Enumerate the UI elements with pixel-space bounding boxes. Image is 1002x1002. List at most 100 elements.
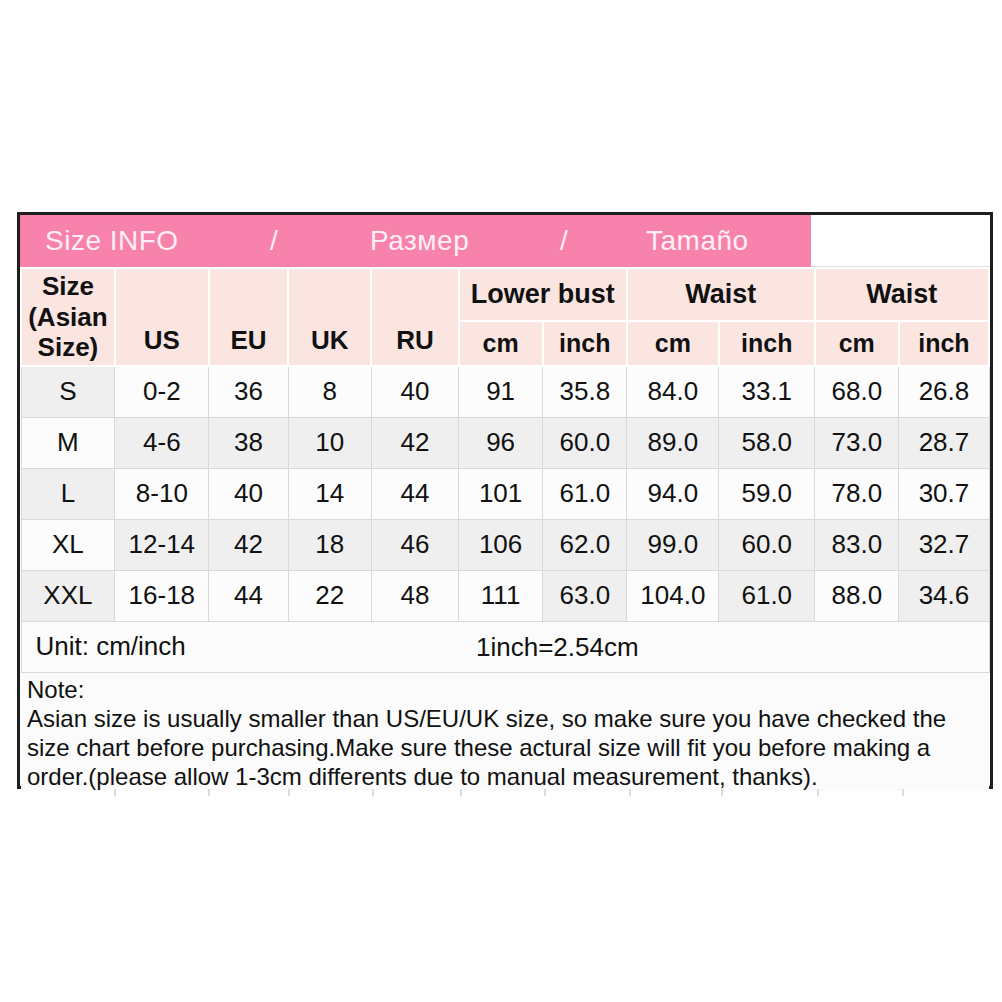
note-title: Note: [27,675,982,704]
tick-mark [544,789,546,796]
col-header-uk: UK [288,268,371,366]
cell: 88.0 [815,570,899,621]
corner-header-asian-size: Size (Asian Size) [21,268,115,366]
size-label: S [21,366,115,417]
conversion-label: 1inch=2.54cm [476,631,639,662]
tick-mark [629,789,631,796]
unit-header-cm-2: cm [627,321,719,366]
cell: 4-6 [115,417,209,468]
unit-header-inch-3: inch [899,321,989,366]
cell: 33.1 [719,366,815,417]
unit-header-cm-1: cm [459,321,543,366]
cell: 42 [371,417,458,468]
note-body: Asian size is usually smaller than US/EU… [27,704,982,791]
tick-mark [114,789,116,796]
cell: 16-18 [115,570,209,621]
unit-info-row: Unit: cm/inch 1inch=2.54cm [21,621,989,672]
cell: 106 [459,519,543,570]
banner-row: Size INFO / Размер / Tamaño [20,215,990,267]
unit-info-cell: Unit: cm/inch 1inch=2.54cm [21,621,989,672]
unit-header-inch-2: inch [719,321,815,366]
unit-label: Unit: cm/inch [36,631,186,661]
cell: 38 [209,417,288,468]
col-header-ru: RU [371,268,458,366]
cell: 78.0 [815,468,899,519]
cell: 46 [371,519,458,570]
note-cell: Note: Asian size is usually smaller than… [21,672,989,791]
cell: 73.0 [815,417,899,468]
group-header-lower-bust: Lower bust [459,268,627,321]
table-row-l: L 8-10 40 14 44 101 61.0 94.0 59.0 78.0 … [21,468,989,519]
cell: 12-14 [115,519,209,570]
cell: 34.6 [899,570,989,621]
cell: 0-2 [115,366,209,417]
cell: 22 [288,570,371,621]
banner-separator-2: / [560,225,568,257]
cell: 40 [209,468,288,519]
banner-separator-1: / [270,225,278,257]
banner-blank-area [811,215,990,267]
cell: 18 [288,519,371,570]
cell: 48 [371,570,458,621]
table-row-m: M 4-6 38 10 42 96 60.0 89.0 58.0 73.0 28… [21,417,989,468]
size-label: XL [21,519,115,570]
table-row-xxl: XXL 16-18 44 22 48 111 63.0 104.0 61.0 8… [21,570,989,621]
banner-title-spanish: Tamaño [646,225,749,257]
cell: 10 [288,417,371,468]
size-label: XXL [21,570,115,621]
cell: 91 [459,366,543,417]
tick-mark [372,789,374,796]
cell: 44 [209,570,288,621]
cell: 40 [371,366,458,417]
size-label: M [21,417,115,468]
unit-header-cm-3: cm [815,321,899,366]
cell: 60.0 [543,417,627,468]
cell: 59.0 [719,468,815,519]
size-label: L [21,468,115,519]
tick-mark [460,789,462,796]
table-row-xl: XL 12-14 42 18 46 106 62.0 99.0 60.0 83.… [21,519,989,570]
tick-mark [902,789,904,796]
table-row-s: S 0-2 36 8 40 91 35.8 84.0 33.1 68.0 26.… [21,366,989,417]
cell: 111 [459,570,543,621]
cell: 44 [371,468,458,519]
size-chart-image: Size INFO / Размер / Tamaño Size (Asian … [0,0,1002,1002]
size-chart-table-frame: Size INFO / Размер / Tamaño Size (Asian … [17,212,993,789]
note-row: Note: Asian size is usually smaller than… [21,672,989,791]
col-header-eu: EU [209,268,288,366]
bottom-column-ticks [20,789,990,797]
banner-title-english: Size INFO [45,225,179,257]
cell: 62.0 [543,519,627,570]
cell: 99.0 [627,519,719,570]
cell: 68.0 [815,366,899,417]
cell: 84.0 [627,366,719,417]
cell: 8 [288,366,371,417]
tick-mark [721,789,723,796]
tick-mark [288,789,290,796]
cell: 30.7 [899,468,989,519]
col-header-us: US [115,268,209,366]
tick-mark [208,789,210,796]
cell: 94.0 [627,468,719,519]
cell: 28.7 [899,417,989,468]
cell: 63.0 [543,570,627,621]
cell: 42 [209,519,288,570]
cell: 96 [459,417,543,468]
cell: 89.0 [627,417,719,468]
tick-mark [817,789,819,796]
cell: 101 [459,468,543,519]
banner-pink-bar: Size INFO / Размер / Tamaño [20,215,811,267]
group-header-waist-2: Waist [815,268,989,321]
unit-header-inch-1: inch [543,321,627,366]
cell: 8-10 [115,468,209,519]
cell: 36 [209,366,288,417]
cell: 61.0 [719,570,815,621]
cell: 60.0 [719,519,815,570]
cell: 35.8 [543,366,627,417]
cell: 26.8 [899,366,989,417]
group-header-waist-1: Waist [627,268,815,321]
banner-title-russian: Размер [370,225,469,257]
cell: 14 [288,468,371,519]
cell: 32.7 [899,519,989,570]
size-table: Size (Asian Size) US EU UK RU Lower bust… [20,267,990,791]
